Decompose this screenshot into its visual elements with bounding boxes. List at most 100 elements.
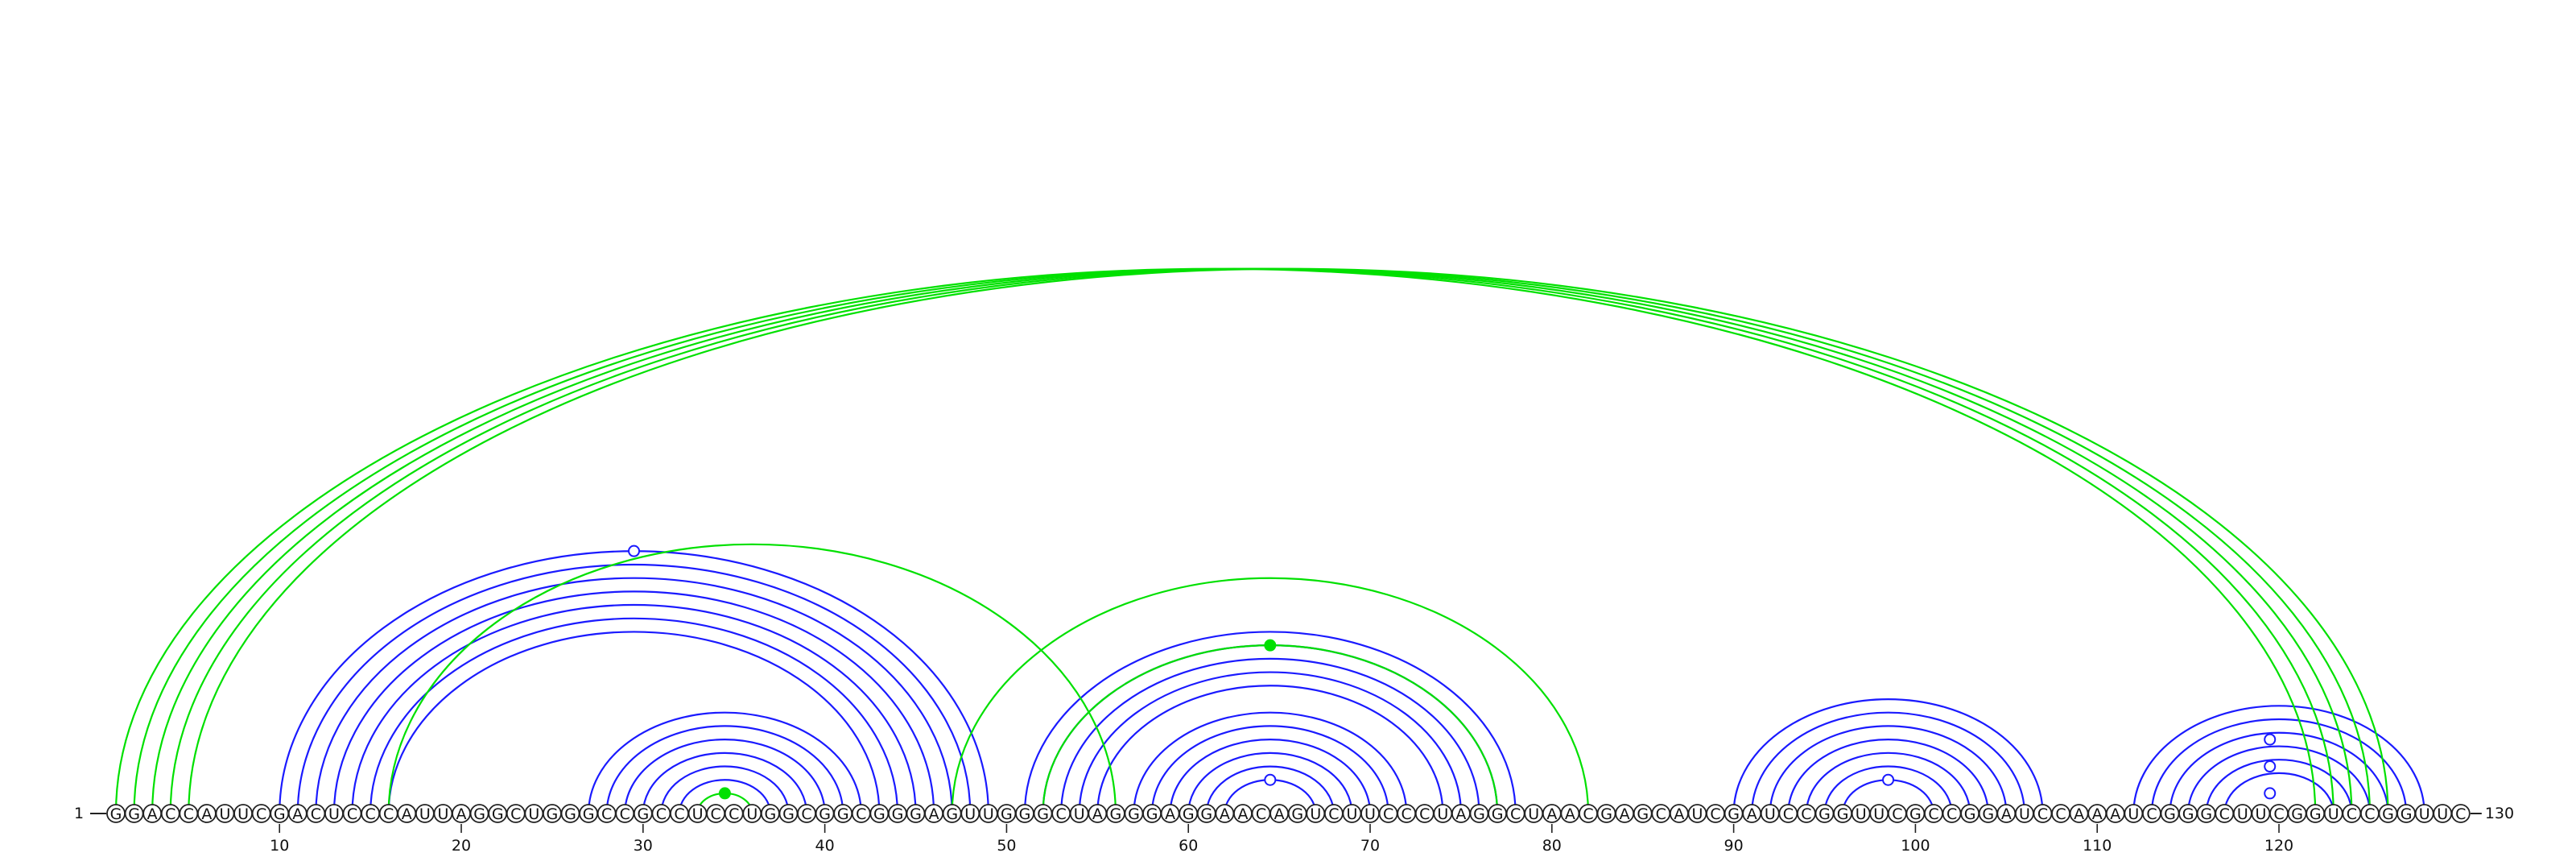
nucleotide-48: U [960, 804, 980, 823]
blue-arc-14-45 [351, 603, 917, 814]
svg-text:G: G [2291, 805, 2303, 823]
svg-text:C: C [801, 805, 811, 823]
blue-arc-11-48 [296, 563, 972, 814]
blue-arc-28-41 [605, 725, 844, 814]
tick-label-30: 30 [634, 837, 653, 855]
green-arc-52-77 [1042, 644, 1499, 814]
svg-text:U: U [983, 805, 994, 823]
nucleotide-81: A [1560, 804, 1580, 823]
arcs-layer [114, 267, 2425, 814]
blue-arc-13-46 [332, 590, 935, 814]
svg-text:G: G [1600, 805, 1612, 823]
svg-text:G: G [1837, 805, 1849, 823]
tick-label-70: 70 [1360, 837, 1380, 855]
svg-text:G: G [110, 805, 122, 823]
nucleotide-101: C [1924, 804, 1943, 823]
svg-text:U: U [1074, 805, 1085, 823]
svg-text:C: C [1256, 805, 1266, 823]
svg-text:G: G [1019, 805, 1031, 823]
tick-label-50: 50 [997, 837, 1016, 855]
blue-arc-32-37 [678, 779, 771, 814]
nucleotide-79: U [1524, 804, 1544, 823]
nucleotide-14: C [342, 804, 362, 823]
svg-text:G: G [1982, 805, 1994, 823]
svg-text:U: U [2328, 805, 2339, 823]
nucleotide-91: A [1742, 804, 1762, 823]
blue-arc-112-128 [2132, 705, 2425, 814]
tick-label-110: 110 [2083, 837, 2112, 855]
svg-text:U: U [692, 805, 704, 823]
nucleotide-94: C [1797, 804, 1816, 823]
blue-arc-12-47 [315, 577, 953, 814]
arc-marker-6 [2264, 733, 2277, 746]
nucleotide-40: G [815, 804, 835, 823]
nucleotide-98: U [1869, 804, 1889, 823]
green-arc-16-56 [387, 543, 1117, 814]
nucleotide-26: G [560, 804, 580, 823]
nucleotide-19: U [433, 804, 453, 823]
svg-text:U: U [2128, 805, 2139, 823]
svg-text:U: U [1364, 805, 1376, 823]
arc-marker-4 [1264, 773, 1277, 786]
green-arc-2-123 [133, 267, 2334, 814]
svg-text:C: C [856, 805, 866, 823]
svg-text:A: A [1620, 805, 1630, 823]
arc-marker-8 [2264, 787, 2277, 800]
svg-text:U: U [1528, 805, 1539, 823]
nucleotide-122: G [2306, 804, 2326, 823]
svg-text:A: A [292, 805, 303, 823]
blue-arc-91-106 [1751, 711, 2025, 814]
blue-arc-55-74 [1096, 685, 1444, 814]
nucleotide-53: C [1051, 804, 1071, 823]
svg-text:U: U [528, 805, 539, 823]
green-arc-1-122 [114, 267, 2317, 814]
nucleotide-128: U [2414, 804, 2434, 823]
nucleotide-114: G [2160, 804, 2180, 823]
nucleotide-85: G [1633, 804, 1653, 823]
svg-text:A: A [2001, 805, 2012, 823]
nucleotide-49: U [978, 804, 998, 823]
blue-arc-115-125 [2187, 745, 2372, 814]
svg-text:G: G [946, 805, 958, 823]
start-position-label: 1 [74, 805, 84, 822]
svg-text:U: U [437, 805, 448, 823]
nucleotide-111: A [2105, 804, 2125, 823]
arc-marker-5 [1882, 773, 1895, 786]
nucleotide-66: G [1287, 804, 1307, 823]
nucleotide-64: C [1251, 804, 1271, 823]
svg-text:A: A [147, 805, 158, 823]
position-ticks: 10 20 30 40 50 60 70 80 90 100 110 120 [270, 824, 2293, 855]
nucleotide-47: G [942, 804, 962, 823]
nucleotide-107: C [2033, 804, 2053, 823]
nucleotide-34: C [706, 804, 726, 823]
nucleotide-116: G [2196, 804, 2216, 823]
svg-text:C: C [1783, 805, 1794, 823]
svg-text:C: C [601, 805, 612, 823]
nucleotide-43: G [869, 804, 890, 823]
nucleotide-84: A [1615, 804, 1635, 823]
tick-label-80: 80 [1542, 837, 1562, 855]
svg-text:U: U [2237, 805, 2248, 823]
nucleotide-82: C [1579, 804, 1598, 823]
svg-text:G: G [2382, 805, 2394, 823]
nucleotide-16: C [378, 804, 398, 823]
nucleotide-115: G [2178, 804, 2198, 823]
svg-text:G: G [782, 805, 795, 823]
blue-arc-92-105 [1769, 725, 2008, 814]
nucleotide-113: C [2142, 804, 2161, 823]
nucleotide-50: G [997, 804, 1017, 823]
svg-text:G: G [873, 805, 886, 823]
svg-text:G: G [637, 805, 649, 823]
nucleotide-27: G [579, 804, 598, 823]
svg-text:G: G [2182, 805, 2194, 823]
svg-text:G: G [473, 805, 485, 823]
nucleotide-35: C [724, 804, 744, 823]
nucleotide-72: C [1397, 804, 1417, 823]
svg-text:C: C [1928, 805, 1938, 823]
svg-text:U: U [2019, 805, 2030, 823]
svg-text:G: G [819, 805, 831, 823]
svg-text:G: G [564, 805, 576, 823]
svg-text:U: U [1873, 805, 1885, 823]
nucleotide-80: A [1542, 804, 1562, 823]
